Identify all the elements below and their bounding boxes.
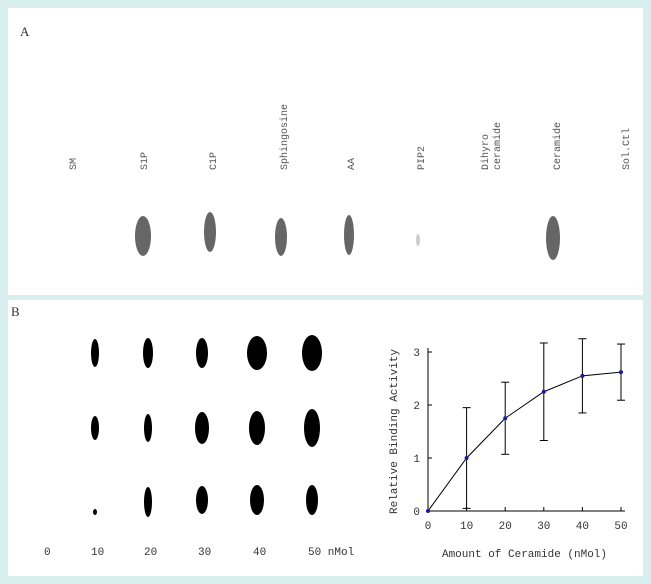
lane-label: PIP2 — [417, 146, 428, 170]
dot — [196, 338, 208, 368]
point — [426, 509, 430, 513]
panel-label: B — [11, 304, 20, 319]
amount-label: 20 — [144, 547, 157, 559]
lane-label: ceramide — [492, 122, 504, 170]
point — [541, 389, 546, 394]
x-tick-label: 0 — [425, 521, 432, 533]
dot — [91, 416, 99, 440]
lane-label: C1P — [209, 152, 220, 170]
amount-label: 40 — [253, 547, 266, 559]
dot — [304, 409, 320, 447]
dot — [144, 414, 152, 442]
dot — [91, 339, 99, 367]
amount-label: 10 — [91, 547, 104, 559]
spot — [135, 216, 151, 256]
dot — [306, 485, 318, 515]
y-axis-label: Relative Binding Activity — [389, 349, 401, 514]
x-tick-label: 40 — [576, 521, 589, 533]
lane-label: Ceramide — [552, 122, 564, 170]
spot — [416, 234, 420, 246]
dot — [144, 487, 152, 517]
spot — [344, 215, 354, 255]
lane-label: AA — [347, 158, 358, 170]
spot — [204, 212, 216, 252]
x-tick-label: 20 — [499, 521, 512, 533]
x-tick-label: 30 — [537, 521, 550, 533]
tlc-spots — [135, 212, 560, 260]
spot — [275, 218, 287, 256]
panel-label: A — [20, 24, 30, 39]
point — [619, 370, 623, 375]
panel-b — [8, 300, 643, 576]
lane-label: S1P — [140, 152, 151, 170]
amount-label: 50 nMol — [308, 547, 354, 559]
lane-labels: SM S1P C1P Sphingosine AA PIP2 Dihyro ceramide C… — [69, 104, 633, 170]
dot — [247, 336, 267, 370]
dot — [302, 335, 322, 371]
dot — [250, 485, 264, 515]
lane-label: Sol.Ctl — [621, 128, 633, 170]
dot — [195, 412, 209, 444]
x-tick-label: 50 — [614, 521, 627, 533]
point — [503, 416, 508, 421]
spot — [546, 216, 560, 260]
dot — [196, 486, 208, 514]
dot — [143, 338, 153, 368]
lane-label: Dihyro — [480, 134, 492, 170]
dot — [93, 509, 97, 515]
panel-a — [8, 8, 643, 295]
lane-label: SM — [69, 158, 80, 170]
lane-label: Sphingosine — [279, 104, 291, 170]
y-tick-label: 0 — [413, 507, 420, 519]
amount-label: 0 — [44, 547, 51, 559]
y-tick-label: 3 — [413, 348, 420, 360]
amount-labels: 0 10 20 30 40 50 nMol — [44, 547, 354, 559]
dot — [249, 411, 265, 445]
point — [464, 456, 469, 460]
y-tick-label: 2 — [413, 401, 420, 413]
point — [580, 373, 585, 378]
x-tick-label: 10 — [460, 521, 473, 533]
x-axis-label: Amount of Ceramide (nMol) — [442, 549, 607, 561]
series-line — [427, 371, 622, 512]
amount-label: 30 — [198, 547, 211, 559]
y-tick-label: 1 — [413, 454, 420, 466]
dot-blot — [91, 335, 322, 517]
